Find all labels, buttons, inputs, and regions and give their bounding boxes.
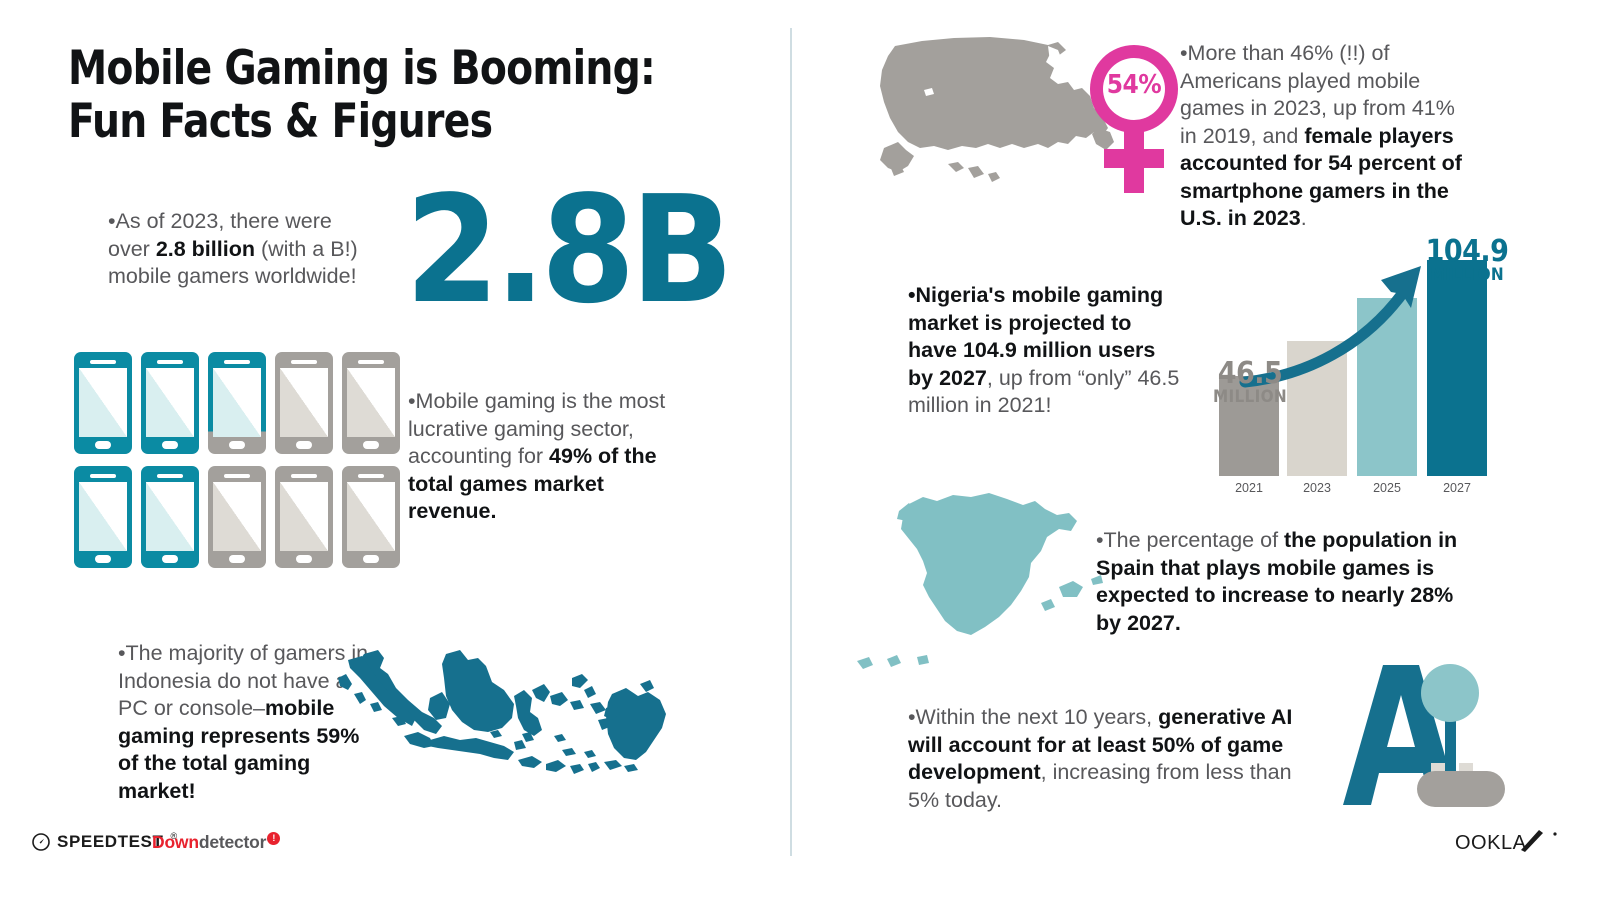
chart-callout-2027-unit: MILLION: [1430, 264, 1504, 285]
fact-usa-text-2: .: [1300, 206, 1307, 231]
fact-spain: •The percentage of the population in Spa…: [1096, 527, 1460, 637]
fact-indonesia-text-1: The majority of gamers in Indonesia do n…: [118, 641, 369, 721]
fact-nigeria-bold-1: Nigeria's mobile gaming market is projec…: [908, 283, 1164, 390]
phone-icon: [208, 352, 266, 454]
fact-ai-text-1: Within the next 10 years,: [915, 705, 1159, 729]
phone-icon: [74, 352, 132, 454]
big-number-2-8b: 2.8B: [405, 164, 734, 336]
fact-gamers-worldwide: •As of 2023, there were over 2.8 billion…: [108, 208, 376, 291]
speedometer-icon: [32, 833, 50, 851]
fact-gamers-bold-1: 2.8 billion: [155, 236, 255, 261]
fact-revenue-bold-1: 49% of the total games market revenue.: [408, 444, 657, 524]
usa-map: [880, 37, 1114, 182]
fact-gamers-text-1: As of 2023, there were over: [108, 209, 332, 261]
fact-nigeria: •Nigeria's mobile gaming market is proje…: [908, 282, 1180, 420]
downdetector-alert-badge: !: [267, 832, 281, 845]
chart-callout-2027-value: 104.9: [1425, 234, 1509, 269]
speedtest-wordmark: SPEEDTEST: [57, 832, 164, 851]
bar-label-2027: 2027: [1443, 481, 1471, 495]
fact-ai-text-2: , increasing from less than 5% today.: [908, 760, 1292, 812]
bullet-dot: •: [108, 209, 116, 233]
phone-icon: [275, 466, 333, 568]
fact-spain-text-1: The percentage of: [1103, 528, 1285, 552]
bar-label-2023: 2023: [1303, 481, 1331, 495]
bar-2021: [1219, 376, 1279, 476]
fact-revenue-text-1: Mobile gaming is the most lucrative gami…: [408, 389, 666, 469]
title-line-2: Fun Facts & Figures: [68, 94, 493, 150]
chart-bars: [1215, 238, 1505, 476]
bar-label-2025: 2025: [1373, 481, 1401, 495]
chart-callout-2021-value: 46.5: [1217, 356, 1283, 391]
fact-ai-bold-1: generative AI will account for at least …: [908, 705, 1293, 785]
ookla-logo: OOKLA: [1455, 830, 1557, 854]
ookla-wordmark: OOKLA: [1455, 832, 1527, 854]
column-divider: [790, 28, 792, 856]
phone-icon: [74, 466, 132, 568]
speedtest-logo: SPEEDTEST ®: [32, 831, 177, 852]
fact-usa-text-1: More than 46% (!!) of Americans played m…: [1180, 41, 1455, 148]
phone-icon: [141, 466, 199, 568]
page-title: Mobile Gaming is Booming: Fun Facts & Fi…: [68, 42, 719, 148]
bullet-dot: •: [1096, 528, 1104, 552]
chart-callout-2021: 46.5 MILLION: [1207, 356, 1293, 407]
ai-joystick-icon: [1343, 664, 1505, 807]
bar-label-2021: 2021: [1235, 481, 1263, 495]
fact-market-revenue: •Mobile gaming is the most lucrative gam…: [408, 388, 674, 526]
bar-2027: [1427, 260, 1487, 476]
phone-ratio-chart: [74, 352, 400, 568]
indonesia-map: [338, 650, 666, 774]
phone-icon: [141, 352, 199, 454]
fact-nigeria-text-2: , up from “only” 46.5 million in 2021!: [908, 365, 1180, 418]
fact-generative-ai: •Within the next 10 years, generative AI…: [908, 704, 1300, 814]
chart-callout-2027: 104.9 MILLION: [1424, 234, 1510, 285]
downdetector-down: Down: [152, 832, 199, 852]
female-symbol-icon: [1090, 45, 1178, 193]
fact-spain-text-2: .: [1174, 610, 1181, 635]
phone-icon: [342, 466, 400, 568]
bullet-dot: •: [908, 283, 916, 307]
phone-icon: [275, 352, 333, 454]
chart-callout-2021-unit: MILLION: [1213, 386, 1287, 407]
fact-gamers-text-2: (with a B!) mobile gamers worldwide!: [108, 236, 358, 289]
nigeria-users-bar-chart: 2021 2023 2025 2027: [1215, 238, 1505, 498]
growth-arrow-icon: [1239, 266, 1421, 388]
bullet-dot: •: [408, 389, 416, 413]
usa-female-percent-badge: 54%: [1106, 70, 1162, 100]
spain-map: [857, 493, 1103, 669]
downdetector-detector: detector: [198, 832, 267, 852]
phone-icon: [342, 352, 400, 454]
bullet-dot: •: [1180, 41, 1188, 65]
fact-usa-players: •More than 46% (!!) of Americans played …: [1180, 40, 1464, 233]
phone-icon: [208, 466, 266, 568]
downdetector-logo: Downdetector!: [152, 832, 281, 853]
fact-indonesia-bold-1: mobile gaming represents 59% of the tota…: [118, 696, 360, 803]
bullet-dot: •: [118, 641, 126, 665]
fact-indonesia: •The majority of gamers in Indonesia do …: [118, 640, 370, 805]
bullet-dot: •: [908, 705, 916, 729]
fact-spain-bold-1: the population in Spain that plays mobil…: [1096, 528, 1458, 635]
fact-usa-bold-1: female players accounted for 54 percent …: [1180, 123, 1462, 231]
title-line-1: Mobile Gaming is Booming:: [68, 41, 656, 96]
